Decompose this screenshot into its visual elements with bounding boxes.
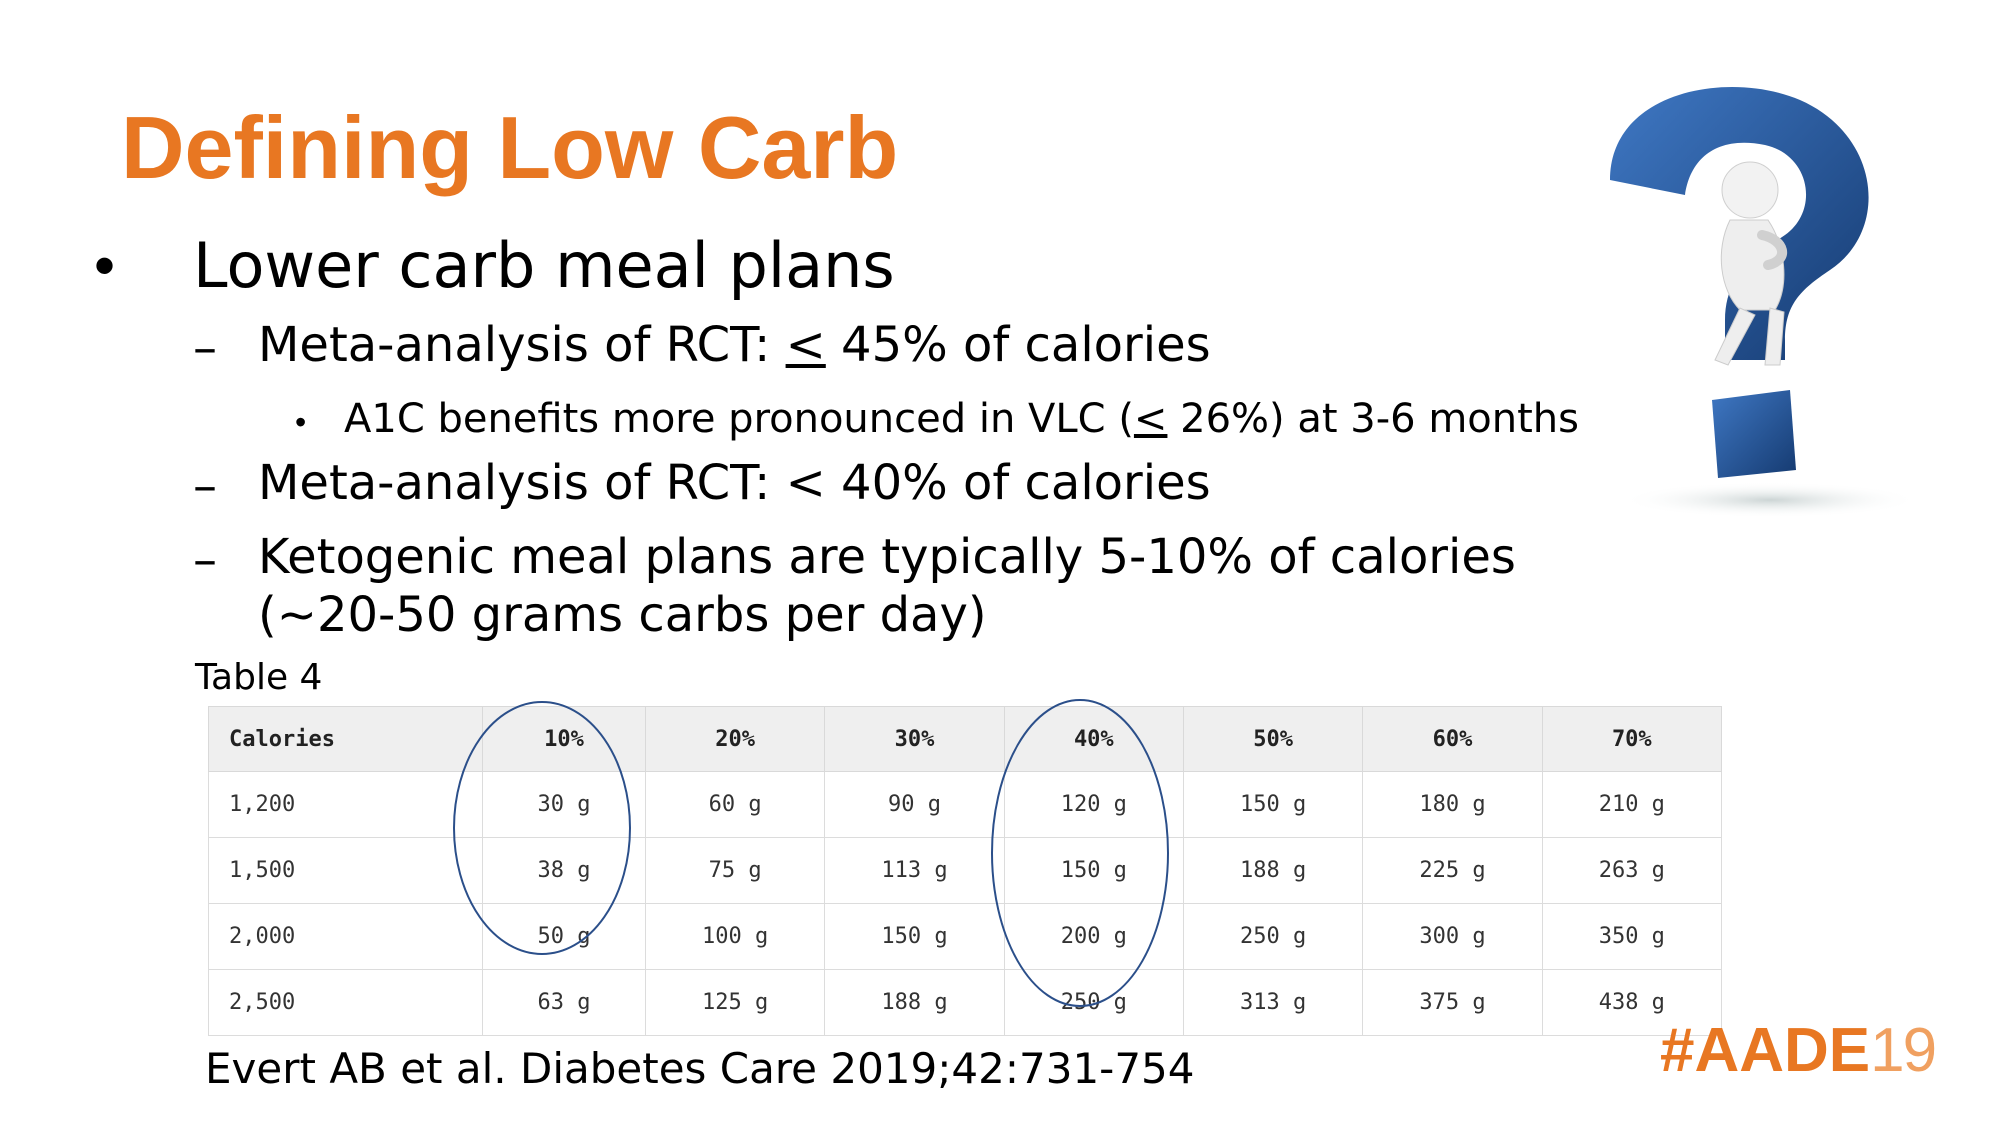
table-cell: 120 g bbox=[1003, 771, 1184, 838]
table-row: 1,500 38 g 75 g 113 g 150 g 188 g 225 g … bbox=[208, 837, 1723, 904]
table-cell: 1,200 bbox=[208, 771, 483, 838]
table-cell: 1,500 bbox=[208, 837, 483, 904]
carb-table: Calories 10% 20% 30% 40% 50% 60% 70% 1,2… bbox=[208, 706, 1723, 1036]
sub-bullet-2: Meta-analysis of RCT: < 40% of calories bbox=[258, 455, 1211, 511]
table-header-cell: 50% bbox=[1182, 706, 1364, 772]
table-cell: 2,500 bbox=[208, 969, 483, 1036]
table-cell: 50 g bbox=[482, 903, 646, 970]
table-cell: 75 g bbox=[644, 837, 826, 904]
table-caption: Table 4 bbox=[195, 657, 323, 698]
table-cell: 60 g bbox=[644, 771, 826, 838]
sub-bullet-1: Meta-analysis of RCT: < 45% of calories bbox=[258, 317, 1211, 373]
table-cell: 438 g bbox=[1541, 969, 1723, 1036]
bullet-main: Lower carb meal plans bbox=[193, 229, 895, 302]
table-cell: 250 g bbox=[1003, 969, 1184, 1036]
table-cell: 300 g bbox=[1362, 903, 1543, 970]
bullet-dot: • bbox=[94, 232, 116, 299]
sub-sub-bullet-dot: • bbox=[295, 404, 307, 440]
table-cell: 200 g bbox=[1003, 903, 1184, 970]
table-header-cell: 60% bbox=[1362, 706, 1543, 772]
table-header-cell: 40% bbox=[1003, 706, 1184, 772]
table-cell: 180 g bbox=[1362, 771, 1543, 838]
table-header-cell: Calories bbox=[208, 706, 483, 772]
sub-bullet-3-line1: Ketogenic meal plans are typically 5-10%… bbox=[258, 529, 1516, 585]
dash-1: – bbox=[193, 320, 217, 376]
table-cell: 150 g bbox=[1003, 837, 1184, 904]
table-header-cell: 20% bbox=[644, 706, 826, 772]
table-row: 2,000 50 g 100 g 150 g 200 g 250 g 300 g… bbox=[208, 903, 1723, 970]
sub-sub-bullet-1: A1C benefits more pronounced in VLC (< 2… bbox=[344, 396, 1579, 442]
table-cell: 30 g bbox=[482, 771, 646, 838]
table-cell: 63 g bbox=[482, 969, 646, 1036]
table-cell: 150 g bbox=[824, 903, 1005, 970]
dash-3: – bbox=[193, 532, 217, 588]
table-cell: 313 g bbox=[1182, 969, 1364, 1036]
table-header-cell: 30% bbox=[824, 706, 1005, 772]
table-cell: 188 g bbox=[824, 969, 1005, 1036]
table-cell: 350 g bbox=[1541, 903, 1723, 970]
table-cell: 150 g bbox=[1182, 771, 1364, 838]
table-cell: 375 g bbox=[1362, 969, 1543, 1036]
aade19-logo: #AADE19 bbox=[1660, 1016, 1937, 1085]
table-cell: 113 g bbox=[824, 837, 1005, 904]
table-cell: 188 g bbox=[1182, 837, 1364, 904]
table-cell: 250 g bbox=[1182, 903, 1364, 970]
table-cell: 263 g bbox=[1541, 837, 1723, 904]
slide-title: Defining Low Carb bbox=[121, 98, 899, 197]
sub-bullet-3: Ketogenic meal plans are typically 5-10%… bbox=[258, 529, 1516, 644]
table-row: 1,200 30 g 60 g 90 g 120 g 150 g 180 g 2… bbox=[208, 771, 1723, 838]
table-cell: 100 g bbox=[644, 903, 826, 970]
table-cell: 38 g bbox=[482, 837, 646, 904]
citation: Evert AB et al. Diabetes Care 2019;42:73… bbox=[205, 1044, 1195, 1093]
dash-2: – bbox=[193, 458, 217, 514]
table-header-cell: 10% bbox=[482, 706, 646, 772]
table-cell: 2,000 bbox=[208, 903, 483, 970]
table-row: 2,500 63 g 125 g 188 g 250 g 313 g 375 g… bbox=[208, 969, 1723, 1036]
table-header-row: Calories 10% 20% 30% 40% 50% 60% 70% bbox=[208, 706, 1723, 772]
question-mark-figure-icon bbox=[1610, 86, 1920, 518]
sub-bullet-3-line2: (~20-50 grams carbs per day) bbox=[258, 586, 987, 643]
table-header-cell: 70% bbox=[1541, 706, 1723, 772]
table-cell: 125 g bbox=[644, 969, 826, 1036]
table-cell: 90 g bbox=[824, 771, 1005, 838]
table-cell: 225 g bbox=[1362, 837, 1543, 904]
table-cell: 210 g bbox=[1541, 771, 1723, 838]
